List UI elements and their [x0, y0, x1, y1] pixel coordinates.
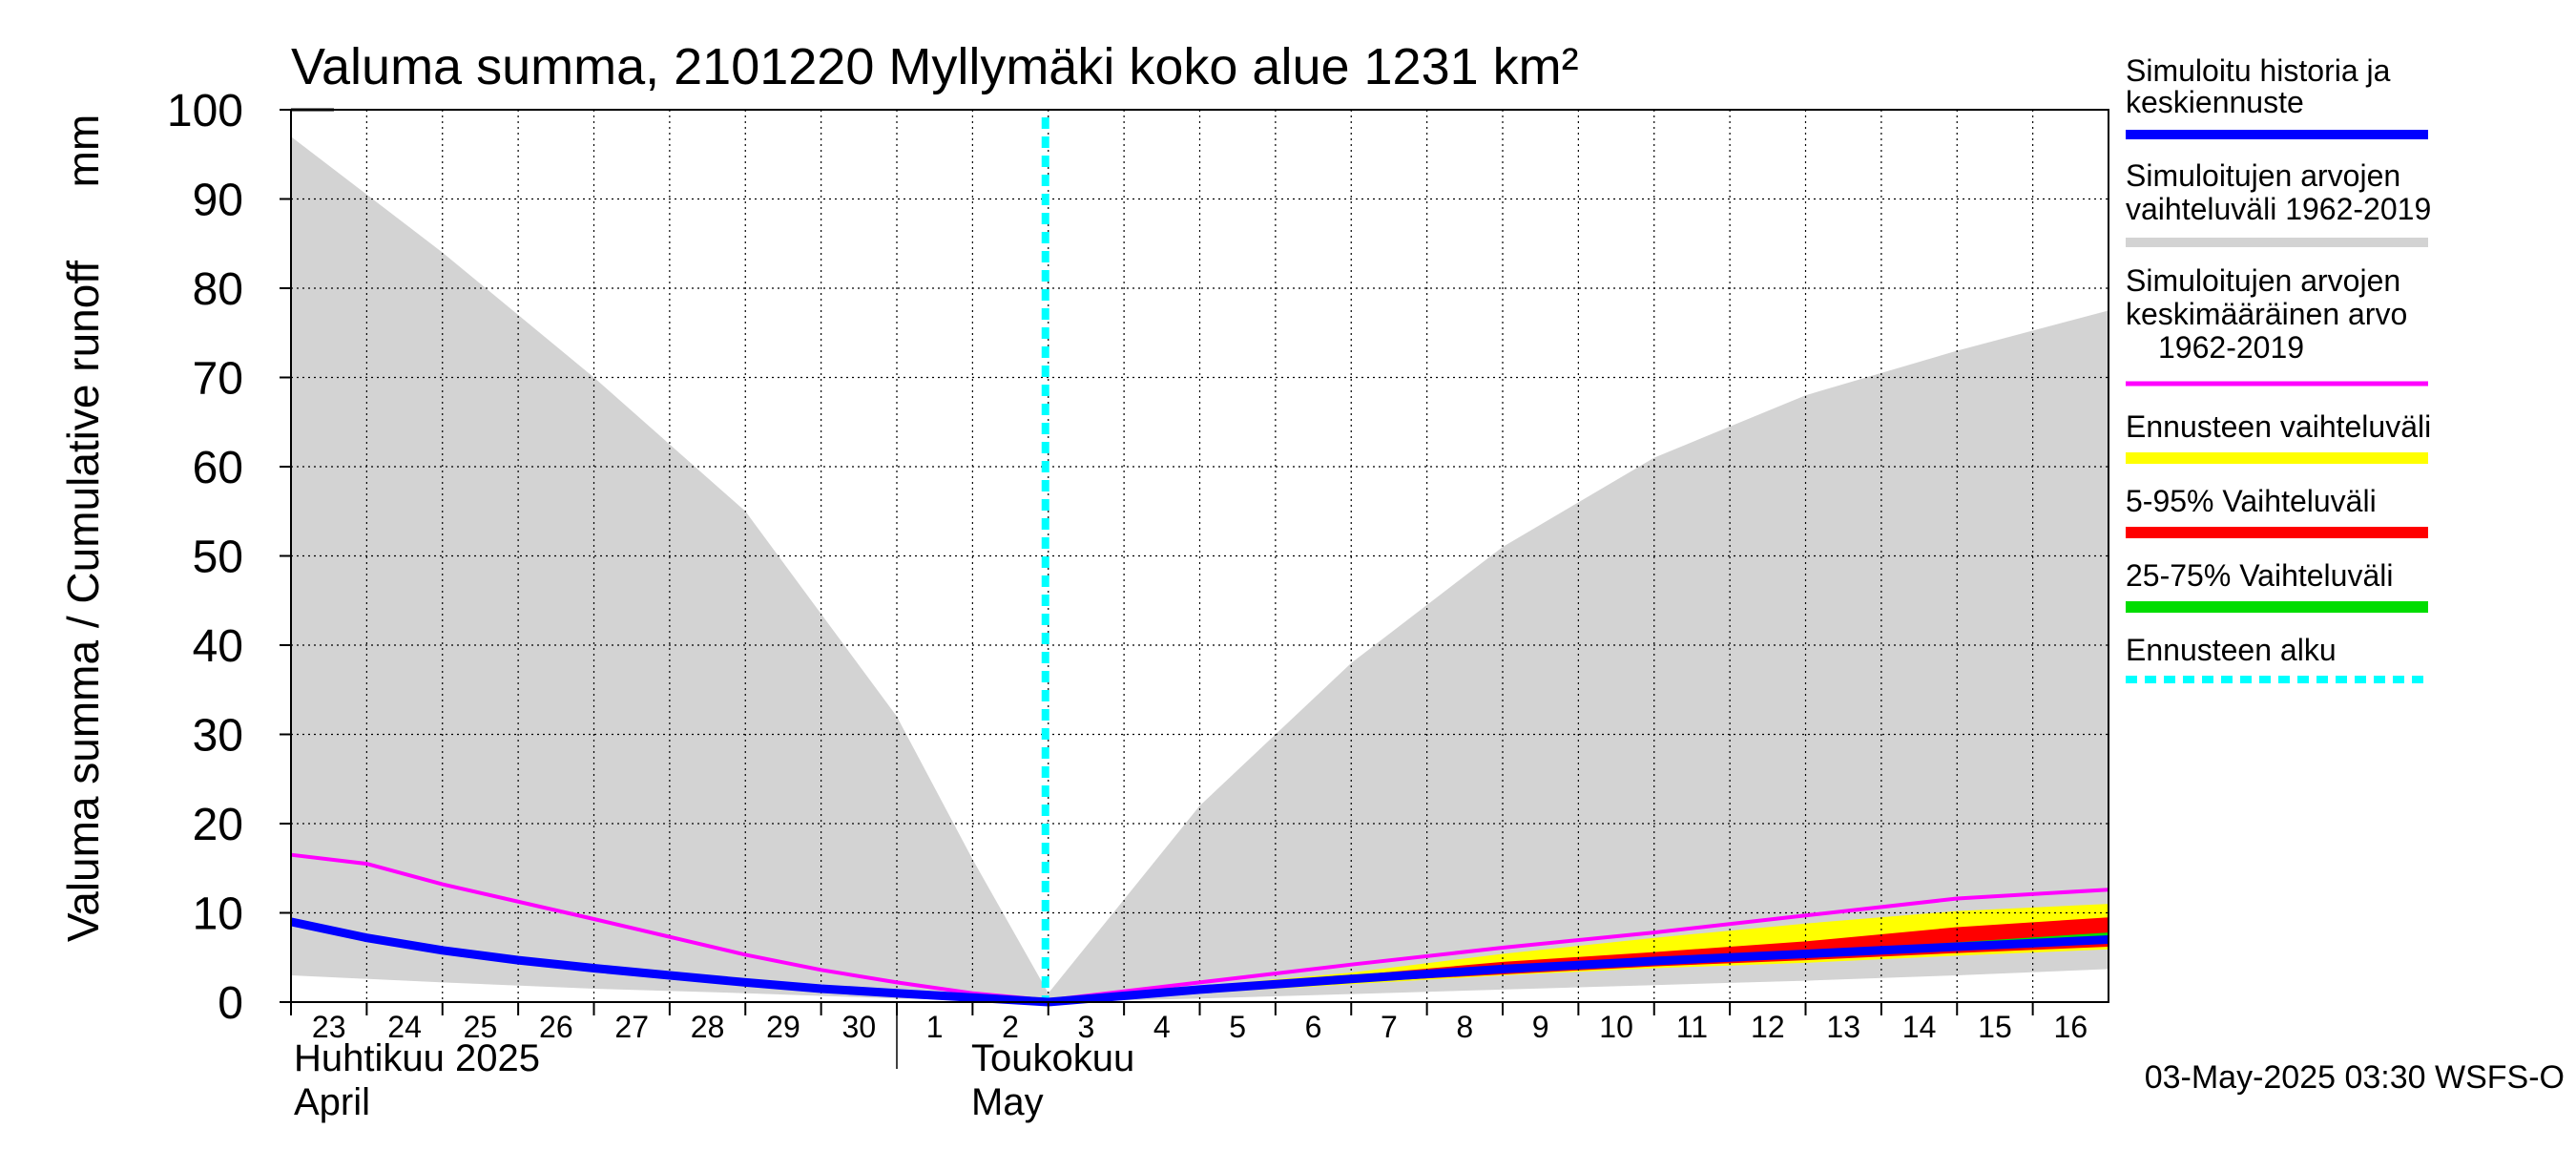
- legend-label-25-75: 25-75% Vaihteluväli: [2126, 558, 2393, 593]
- x-tick-label: 27: [614, 1010, 649, 1044]
- x-tick-label: 1: [926, 1010, 944, 1044]
- legend-label-history-1: Simuloitu historia ja: [2126, 53, 2391, 88]
- x-tick-label: 11: [1676, 1010, 1708, 1044]
- y-tick-label: 60: [193, 443, 243, 493]
- y-tick-label: 70: [193, 354, 243, 405]
- x-tick-label: 10: [1599, 1010, 1633, 1044]
- y-axis-unit: mm: [58, 115, 108, 188]
- legend-label-history-2: keskiennuste: [2126, 85, 2304, 119]
- y-tick-label: 90: [193, 176, 243, 226]
- y-axis-label: Valuma summa / Cumulative runoff: [58, 261, 108, 942]
- month-label-april-fi: Huhtikuu 2025: [294, 1037, 540, 1079]
- y-tick-label: 0: [218, 978, 243, 1029]
- legend-label-forecast-start: Ennusteen alku: [2126, 633, 2337, 667]
- x-tick-label: 9: [1532, 1010, 1549, 1044]
- legend: Simuloitu historia ja keskiennuste Simul…: [2126, 53, 2431, 683]
- y-tick-label: 100: [167, 86, 243, 136]
- x-tick-label: 13: [1826, 1010, 1860, 1044]
- series-line-simuloitu-historia-ja-keskiennuste: [290, 917, 2109, 1007]
- y-tick-label: 40: [193, 621, 243, 672]
- x-tick-label: 12: [1751, 1010, 1785, 1044]
- x-tick-label: 25: [464, 1010, 498, 1044]
- x-tick-label: 23: [312, 1010, 346, 1044]
- x-tick-label: 15: [1978, 1010, 2012, 1044]
- x-tick-label: 16: [2054, 1010, 2088, 1044]
- y-tick-label: 20: [193, 800, 243, 850]
- x-tick-label: 2: [1002, 1010, 1019, 1044]
- x-tick-label: 8: [1456, 1010, 1473, 1044]
- x-tick-label: 7: [1381, 1010, 1398, 1044]
- timestamp: 03-May-2025 03:30 WSFS-O: [2145, 1059, 2565, 1096]
- x-tick-label: 24: [387, 1010, 422, 1044]
- y-tick-label: 10: [193, 889, 243, 940]
- x-tick-label: 5: [1229, 1010, 1246, 1044]
- chart-title: Valuma summa, 2101220 Myllymäki koko alu…: [291, 38, 1579, 95]
- month-label-april-en: April: [294, 1081, 370, 1123]
- x-tick-label: 3: [1078, 1010, 1095, 1044]
- x-tick-label: 26: [539, 1010, 573, 1044]
- y-tick-label: 50: [193, 533, 243, 583]
- x-tick-label: 30: [842, 1010, 877, 1044]
- legend-label-forecast-range: Ennusteen vaihteluväli: [2126, 409, 2431, 444]
- legend-label-mean-2: keskimääräinen arvo: [2126, 297, 2407, 331]
- y-tick-label: 30: [193, 711, 243, 762]
- x-tick-label: 14: [1902, 1010, 1937, 1044]
- legend-label-mean-3: 1962-2019: [2158, 330, 2304, 365]
- y-tick-label: 80: [193, 264, 243, 315]
- legend-label-range-2: vaihteluväli 1962-2019: [2126, 192, 2431, 226]
- month-label-may-fi: Toukokuu: [971, 1037, 1134, 1079]
- x-tick-label: 29: [766, 1010, 800, 1044]
- x-tick-label: 6: [1305, 1010, 1322, 1044]
- plot-frame: [290, 109, 2109, 1003]
- legend-label-mean-1: Simuloitujen arvojen: [2126, 263, 2400, 298]
- series-line-layer: [290, 117, 2109, 1007]
- legend-label-5-95: 5-95% Vaihteluväli: [2126, 484, 2377, 518]
- x-tick-label: 28: [691, 1010, 725, 1044]
- legend-label-range-1: Simuloitujen arvojen: [2126, 158, 2400, 193]
- x-tick-label: 4: [1153, 1010, 1171, 1044]
- month-label-may-en: May: [971, 1081, 1044, 1123]
